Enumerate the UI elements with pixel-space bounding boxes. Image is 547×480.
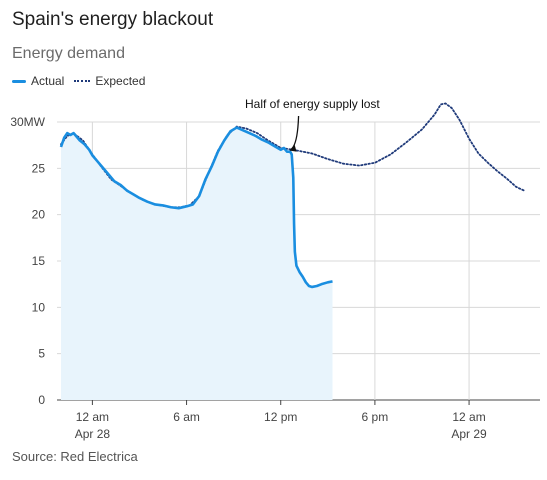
- legend-swatch-actual: [12, 79, 26, 83]
- y-tick-label: 0: [38, 393, 45, 407]
- x-tick-sublabel: Apr 28: [75, 427, 111, 441]
- legend-swatch-expected: [74, 80, 91, 82]
- legend: Actual Expected: [12, 74, 155, 88]
- x-tick-sublabel: Apr 29: [451, 427, 487, 441]
- source-note: Source: Red Electrica: [12, 449, 138, 464]
- y-tick-label: 10: [32, 300, 46, 314]
- legend-label-actual: Actual: [31, 74, 65, 88]
- x-tick-label: 12 am: [452, 410, 485, 424]
- actual-area: [61, 127, 333, 400]
- x-tick-label: 12 pm: [264, 410, 297, 424]
- y-tick-label: 5: [38, 347, 45, 361]
- annotation-arrow: [290, 115, 300, 151]
- actual-line: [59, 126, 333, 289]
- chart-subtitle: Energy demand: [12, 45, 125, 62]
- legend-item-actual: Actual: [12, 74, 64, 88]
- x-tick-label: 6 am: [173, 410, 200, 424]
- y-tick-label: 15: [32, 254, 46, 268]
- annotation-arrowhead: [289, 144, 297, 152]
- x-tick-label: 6 pm: [362, 410, 389, 424]
- y-tick-label: 25: [32, 161, 46, 175]
- legend-label-expected: Expected: [95, 74, 146, 88]
- y-tick-label: 30MW: [10, 115, 45, 129]
- x-tick-label: 12 am: [76, 410, 109, 424]
- y-tick-label: 20: [32, 208, 46, 222]
- legend-item-expected: Expected: [74, 74, 145, 88]
- chart-title: Spain's energy blackout: [12, 9, 214, 30]
- annotation-text: Half of energy supply lost: [245, 97, 380, 111]
